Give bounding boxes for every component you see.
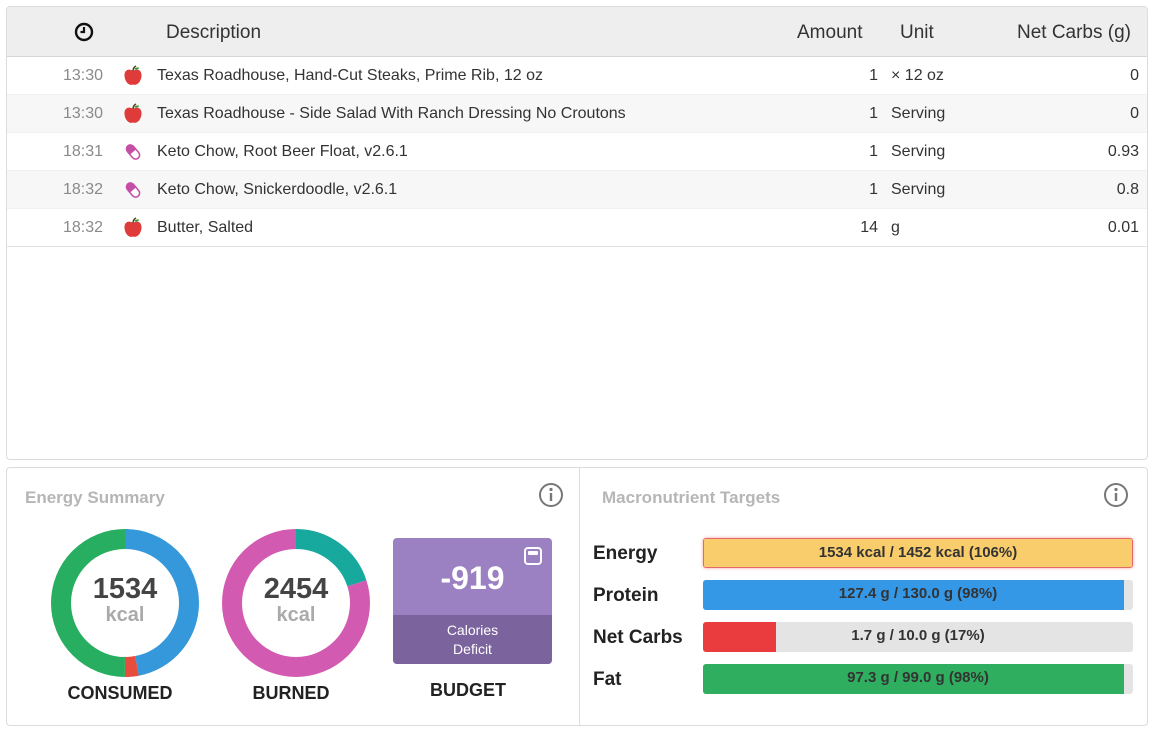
fat-progress-fill — [703, 664, 1125, 694]
apple-icon — [123, 103, 143, 125]
entry-time: 13:30 — [63, 67, 104, 84]
protein-progress-text: 127.4 g / 130.0 g (98%) — [838, 585, 998, 602]
entry-time: 18:31 — [63, 143, 104, 160]
column-header-unit[interactable]: Unit — [900, 22, 934, 43]
macronutrient-targets-panel: Macronutrient Targets Energy 1534 kcal / … — [579, 467, 1148, 726]
energy-summary-title: Energy Summary — [25, 488, 165, 507]
net-carbs-progress-fill — [703, 622, 777, 652]
energy-progress-text: 1534 kcal / 1452 kcal (106%) — [818, 544, 1018, 561]
fat-progress-bar[interactable]: 97.3 g / 99.0 g (98%) — [703, 664, 1133, 694]
entry-description: Keto Chow, Snickerdoodle, v2.6.1 — [157, 181, 398, 198]
apple-icon — [123, 217, 143, 239]
entry-net-carbs: 0.01 — [1107, 219, 1139, 236]
table-row[interactable]: 18:32 Keto Chow, Snickerdoodle, v2.6.1 1 Se… — [7, 171, 1147, 209]
burned-caption: BURNED — [252, 683, 330, 703]
info-icon[interactable] — [1103, 482, 1129, 508]
clock-icon[interactable] — [74, 22, 94, 42]
info-icon[interactable] — [538, 482, 564, 508]
net-carbs-progress-text: 1.7 g / 10.0 g (17%) — [851, 627, 985, 644]
protein-label: Protein — [593, 585, 659, 606]
table-row[interactable]: 13:30 Texas Roadhouse - Side Salad With R… — [7, 95, 1147, 133]
food-diary-table: Description Amount Unit Net Carbs (g) 13… — [6, 6, 1148, 460]
entry-unit: × 12 oz — [891, 67, 944, 84]
entry-amount: 1 — [869, 105, 878, 122]
budget-label-line1: Calories — [446, 622, 499, 638]
macronutrient-targets-title: Macronutrient Targets — [602, 488, 781, 507]
column-header-description[interactable]: Description — [166, 22, 262, 43]
entry-description: Butter, Salted — [157, 219, 254, 236]
consumed-value: 1534 — [92, 573, 158, 605]
entry-time: 18:32 — [63, 219, 104, 236]
entry-description: Keto Chow, Root Beer Float, v2.6.1 — [157, 143, 408, 160]
entry-unit: Serving — [891, 143, 946, 160]
consumed-donut-chart[interactable] — [50, 528, 200, 678]
entry-net-carbs: 0 — [1130, 67, 1139, 84]
energy-progress-fill — [704, 539, 1132, 567]
energy-progress-bar[interactable]: 1534 kcal / 1452 kcal (106%) — [703, 538, 1133, 568]
entry-description: Texas Roadhouse, Hand-Cut Steaks, Prime … — [157, 67, 543, 84]
table-row[interactable]: 18:32 Butter, Salted 14 g 0.01 — [7, 209, 1147, 247]
supplement-pill-icon — [123, 179, 143, 201]
burned-donut-chart[interactable] — [221, 528, 371, 678]
protein-progress-bar[interactable]: 127.4 g / 130.0 g (98%) — [703, 580, 1133, 610]
protein-progress-fill — [703, 580, 1125, 610]
table-row[interactable]: 18:31 Keto Chow, Root Beer Float, v2.6.1 1… — [7, 133, 1147, 171]
fat-progress-text: 97.3 g / 99.0 g (98%) — [847, 669, 989, 686]
apple-icon — [123, 65, 143, 87]
diary-rows: 13:30 Texas Roadhouse, Hand-Cut Steaks, P… — [7, 57, 1147, 247]
entry-amount: 14 — [860, 219, 878, 236]
entry-amount: 1 — [869, 67, 878, 84]
net-carbs-progress-bar[interactable]: 1.7 g / 10.0 g (17%) — [703, 622, 1133, 652]
budget-value: -919 — [440, 560, 505, 596]
energy-label: Energy — [593, 543, 658, 564]
budget-caption: BUDGET — [430, 680, 506, 700]
entry-unit: Serving — [891, 105, 946, 122]
burned-ring-pink-segment — [222, 529, 370, 677]
table-row[interactable]: 13:30 Texas Roadhouse, Hand-Cut Steaks, P… — [7, 57, 1147, 95]
supplement-pill-icon — [123, 141, 143, 163]
fat-label: Fat — [593, 669, 622, 690]
scale-icon — [524, 547, 542, 565]
burned-value: 2454 — [263, 573, 329, 605]
column-header-amount[interactable]: Amount — [797, 22, 863, 43]
entry-net-carbs: 0 — [1130, 105, 1139, 122]
column-header-net-carbs[interactable]: Net Carbs (g) — [1016, 22, 1131, 43]
budget-label: Calories Deficit — [393, 615, 552, 664]
entry-amount: 1 — [869, 181, 878, 198]
consumed-ring-green-segment — [51, 529, 199, 677]
budget-label-line2: Deficit — [453, 641, 492, 657]
entry-amount: 1 — [869, 143, 878, 160]
table-header: Description Amount Unit Net Carbs (g) — [7, 7, 1147, 57]
entry-net-carbs: 0.8 — [1116, 181, 1139, 198]
entry-unit: Serving — [891, 181, 946, 198]
entry-unit: g — [891, 219, 900, 236]
burned-unit: kcal — [276, 604, 316, 626]
consumed-caption: CONSUMED — [67, 683, 173, 703]
consumed-ring-red-segment — [51, 529, 199, 677]
energy-summary-panel: Energy Summary 1534 kcal CONSUMED 2454 k… — [6, 467, 579, 726]
net-carbs-label: Net Carbs — [593, 627, 683, 648]
entry-description: Texas Roadhouse - Side Salad With Ranch … — [157, 105, 626, 122]
entry-time: 13:30 — [63, 105, 104, 122]
consumed-unit: kcal — [105, 604, 145, 626]
entry-time: 18:32 — [63, 181, 104, 198]
entry-net-carbs: 0.93 — [1107, 143, 1139, 160]
budget-card[interactable]: -919 Calories Deficit — [393, 538, 552, 664]
